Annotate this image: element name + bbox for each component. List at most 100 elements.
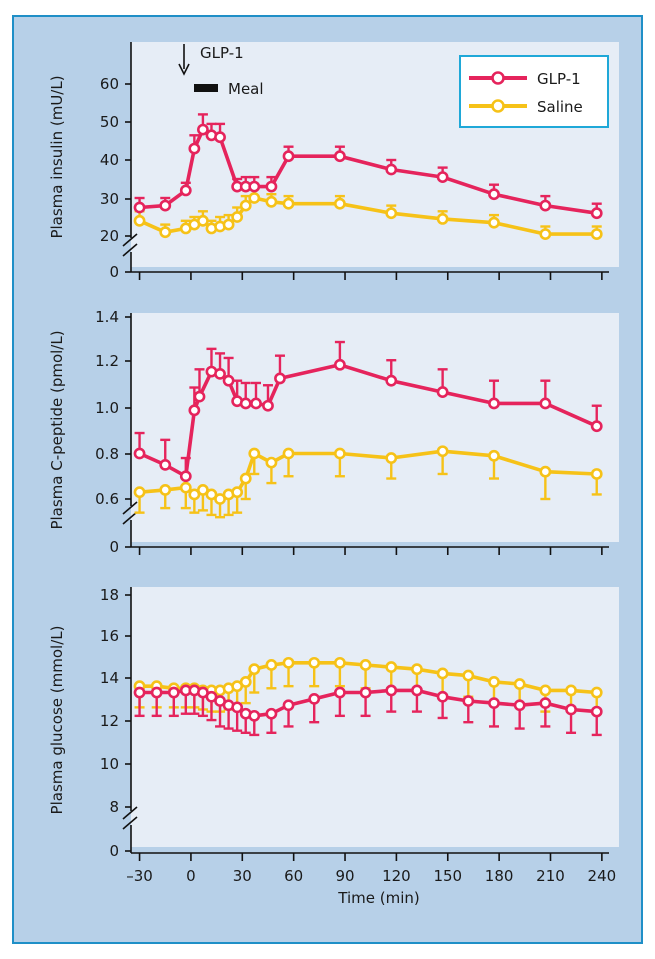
- axis-break-mark: [122, 806, 138, 820]
- data-point: [231, 486, 244, 499]
- data-point: [265, 195, 278, 208]
- data-point: [590, 228, 603, 240]
- data-point: [265, 659, 278, 671]
- data-point: [282, 447, 295, 460]
- y-tick-label: 30: [100, 190, 119, 208]
- data-point: [222, 218, 235, 231]
- y-tick-label: 0: [109, 842, 119, 860]
- x-tick-label: 210: [536, 867, 565, 885]
- data-point: [222, 374, 235, 387]
- data-point: [359, 686, 372, 699]
- data-point: [565, 703, 577, 716]
- data-point: [265, 180, 278, 193]
- y-axis-label: Plasma C-peptide (pmol/L): [48, 330, 66, 529]
- series-glp1: [133, 113, 603, 220]
- data-point: [265, 707, 278, 720]
- y-tick-label: 0: [109, 263, 119, 281]
- x-axis-label: Time (min): [337, 889, 419, 907]
- data-point: [488, 449, 500, 462]
- data-point: [539, 697, 552, 710]
- data-point: [274, 372, 286, 385]
- glp1-arrow-label: GLP-1: [200, 44, 244, 62]
- y-tick-label: 1.0: [95, 399, 119, 417]
- legend-marker-glp1: [491, 71, 505, 85]
- data-point: [333, 447, 346, 460]
- data-point: [539, 684, 552, 697]
- legend-label-glp1: GLP-1: [537, 70, 581, 88]
- data-point: [239, 397, 252, 410]
- data-point: [539, 397, 552, 410]
- data-point: [150, 686, 163, 699]
- data-point: [333, 358, 346, 371]
- data-point: [411, 684, 423, 697]
- axis-break-mark: [122, 511, 138, 525]
- x-tick-label: 0: [186, 867, 196, 885]
- data-point: [197, 214, 209, 227]
- axis-break-mark: [122, 233, 138, 247]
- meal-bar: [194, 84, 218, 92]
- data-point: [333, 150, 346, 163]
- data-point: [179, 184, 192, 197]
- x-tick-label: 90: [335, 867, 354, 885]
- x-tick-label: 240: [588, 867, 617, 885]
- data-point: [179, 481, 192, 494]
- data-point: [214, 493, 226, 505]
- x-tick-label: –30: [126, 867, 153, 885]
- data-point: [539, 228, 552, 240]
- y-tick-label: 12: [100, 712, 119, 730]
- data-point: [193, 390, 206, 403]
- data-point: [333, 686, 346, 699]
- legend-marker-saline: [491, 99, 505, 113]
- data-point: [565, 684, 577, 697]
- legend-box: [459, 55, 609, 128]
- data-point: [359, 659, 372, 671]
- series-saline: [133, 445, 603, 519]
- data-point: [590, 420, 603, 433]
- y-tick-label: 20: [100, 227, 119, 245]
- series-glp1: [133, 684, 603, 737]
- data-point: [179, 470, 192, 483]
- data-point: [590, 468, 603, 480]
- data-point: [133, 686, 146, 699]
- panel-3: [122, 587, 619, 861]
- data-point: [133, 486, 146, 499]
- y-tick-label: 40: [100, 151, 119, 169]
- data-point: [462, 695, 475, 707]
- data-point: [513, 699, 526, 712]
- data-point: [231, 211, 244, 223]
- y-axis-label: Plasma insulin (mU/L): [48, 75, 66, 238]
- x-tick-label: 180: [485, 867, 514, 885]
- data-point: [188, 142, 201, 155]
- data-point: [248, 447, 261, 460]
- data-point: [133, 201, 146, 214]
- x-tick-label: 30: [233, 867, 252, 885]
- panel-2: [122, 313, 619, 555]
- data-point: [590, 705, 603, 718]
- data-point: [133, 214, 146, 227]
- data-point: [539, 199, 552, 212]
- data-point: [333, 197, 346, 210]
- data-point: [462, 669, 475, 682]
- data-point: [385, 207, 398, 220]
- data-point: [488, 676, 500, 688]
- legend-label-saline: Saline: [537, 98, 583, 116]
- y-tick-label: 18: [100, 586, 119, 604]
- data-point: [197, 483, 209, 496]
- y-tick-label: 1.4: [95, 308, 119, 326]
- y-tick-label: 50: [100, 113, 119, 131]
- x-tick-label: 60: [284, 867, 303, 885]
- data-point: [167, 686, 180, 699]
- y-tick-label: 14: [100, 669, 119, 687]
- data-point: [282, 197, 295, 210]
- data-point: [411, 663, 423, 676]
- data-point: [539, 465, 552, 478]
- axis-break-mark: [122, 243, 138, 257]
- data-point: [488, 397, 500, 410]
- data-point: [262, 399, 274, 412]
- x-tick-label: 120: [382, 867, 411, 885]
- figure-frame: 0 20 30 40 50 60 Plasma insulin (mU/L) 0 0.6 0.8 1…: [12, 15, 643, 944]
- data-point: [488, 188, 500, 201]
- data-point: [248, 709, 261, 722]
- y-tick-label: 10: [100, 755, 119, 773]
- data-point: [436, 386, 449, 398]
